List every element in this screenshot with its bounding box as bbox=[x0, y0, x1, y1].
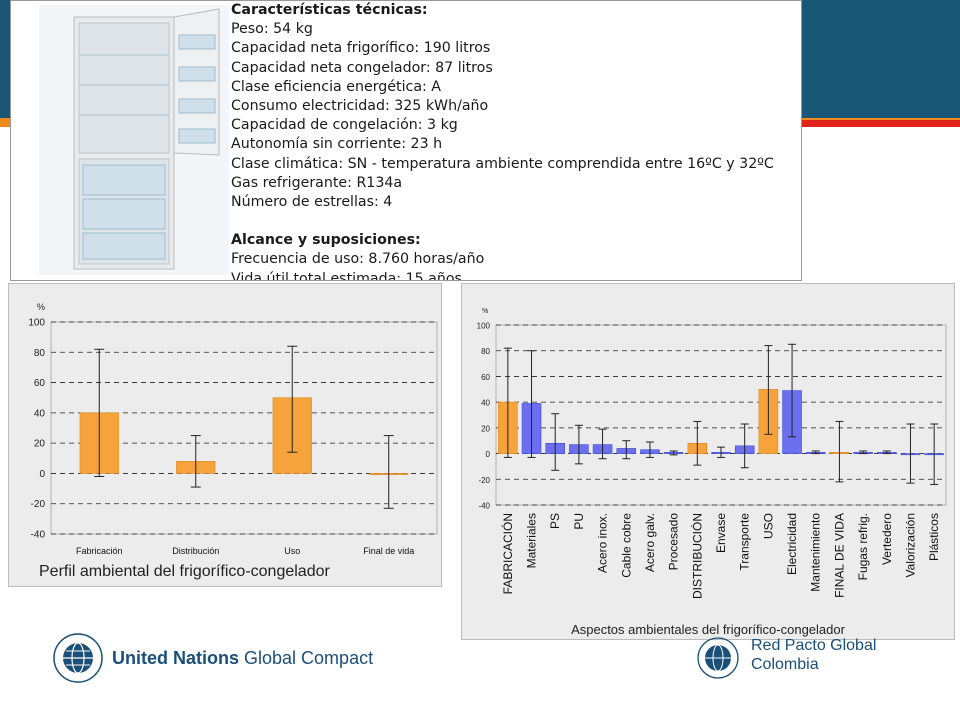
x-tick-label: Plásticos bbox=[927, 513, 941, 561]
spec-line: Capacidad neta congelador: 87 litros bbox=[231, 59, 493, 76]
y-axis-label: % bbox=[482, 308, 488, 315]
x-tick-label: FINAL DE VIDA bbox=[832, 513, 846, 598]
y-tick-label: 60 bbox=[481, 373, 490, 382]
x-tick-label: PU bbox=[572, 513, 586, 530]
x-tick-label: USO bbox=[761, 513, 775, 539]
x-tick-label: DISTRIBUCIÓN bbox=[689, 513, 704, 599]
x-tick-label: Fabricación bbox=[76, 546, 123, 556]
spec-line: Frecuencia de uso: 8.760 horas/año bbox=[231, 251, 485, 268]
specs-heading-technical: Características técnicas: bbox=[231, 2, 428, 18]
x-tick-label: Cable cobre bbox=[619, 513, 633, 578]
chart1-caption: Perfil ambiental del frigorífico-congela… bbox=[39, 563, 330, 580]
x-tick-label: Mantenimiento bbox=[809, 513, 823, 592]
x-tick-label: Final de vida bbox=[363, 546, 414, 556]
header-stripe-red bbox=[800, 120, 960, 127]
x-tick-label: Valorización bbox=[903, 513, 917, 577]
y-tick-label: 80 bbox=[34, 348, 46, 359]
x-tick-label: Electricidad bbox=[785, 513, 799, 575]
un-global-compact-logo: United Nations Global Compact bbox=[52, 632, 373, 686]
fridge-image bbox=[39, 5, 229, 275]
plot-area bbox=[495, 324, 947, 506]
x-tick-label: Uso bbox=[284, 546, 300, 556]
chart2-svg: -40 -20 0 20 40 60 80 100% FABRICACIÓN Materiales… bbox=[477, 308, 947, 599]
y-tick-label: -20 bbox=[31, 499, 46, 510]
environmental-profile-chart: -40 -20 0 20 40 60 80 100% Fabricación Distribuci… bbox=[8, 283, 442, 587]
globe-icon bbox=[697, 637, 739, 679]
y-tick-label: 80 bbox=[481, 347, 490, 356]
y-tick-label: 40 bbox=[34, 408, 46, 419]
x-tick-label: Vertedero bbox=[880, 513, 894, 565]
x-tick-label: Procesado bbox=[667, 513, 681, 571]
spec-line: Número de estrellas: 4 bbox=[231, 194, 393, 211]
specs-panel: Características técnicas: Peso: 54 kg Ca… bbox=[10, 0, 802, 281]
y-tick-label: -40 bbox=[31, 530, 46, 541]
y-axis-label: % bbox=[37, 302, 45, 312]
spec-line: Capacidad de congelación: 3 kg bbox=[231, 117, 458, 134]
y-tick-label: 20 bbox=[34, 439, 46, 450]
x-tick-label: Acero galv. bbox=[643, 513, 657, 572]
y-tick-label: -40 bbox=[478, 502, 490, 511]
y-tick-label: 20 bbox=[481, 424, 490, 433]
y-tick-label: -20 bbox=[478, 476, 490, 485]
y-tick-label: 0 bbox=[39, 469, 45, 480]
spec-line: Autonomía sin corriente: 23 h bbox=[231, 136, 443, 153]
globe-icon bbox=[53, 633, 103, 683]
y-tick-label: 100 bbox=[28, 318, 45, 329]
y-tick-label: 60 bbox=[34, 378, 46, 389]
environmental-aspects-chart: -40 -20 0 20 40 60 80 100% FABRICACIÓN Materiales… bbox=[461, 283, 955, 640]
chart2-caption: Aspectos ambientales del frigorífico-con… bbox=[571, 622, 845, 637]
y-tick-label: 40 bbox=[481, 399, 490, 408]
x-tick-label: FABRICACIÓN bbox=[500, 513, 515, 594]
spec-line: Consumo electricidad: 325 kWh/año bbox=[231, 98, 489, 115]
y-tick-label: 0 bbox=[486, 450, 491, 459]
x-tick-label: Fugas refrig. bbox=[856, 513, 870, 580]
spec-line: Gas refrigerante: R134a bbox=[231, 174, 403, 191]
spec-line: Clase eficiencia energética: A bbox=[231, 78, 442, 95]
x-tick-label: PS bbox=[548, 513, 562, 529]
spec-line: Capacidad neta frigorífico: 190 litros bbox=[231, 40, 491, 57]
x-tick-label: Materiales bbox=[525, 513, 539, 568]
x-tick-label: Acero inox. bbox=[596, 513, 610, 573]
x-tick-label: Distribución bbox=[172, 546, 219, 556]
spec-line: Peso: 54 kg bbox=[231, 21, 313, 38]
red-pacto-global-colombia-logo: Red Pacto Global Colombia bbox=[696, 636, 916, 680]
x-tick-label: Transporte bbox=[738, 513, 752, 571]
x-tick-label: Envase bbox=[714, 513, 728, 553]
chart1-svg: -40 -20 0 20 40 60 80 100% Fabricación Distribuci… bbox=[28, 302, 438, 556]
specs-heading-scope: Alcance y suposiciones: bbox=[231, 232, 421, 249]
spec-line: Clase climática: SN - temperatura ambien… bbox=[231, 155, 774, 172]
spec-line: Vida útil total estimada: 15 años bbox=[231, 270, 462, 281]
y-tick-label: 100 bbox=[477, 322, 491, 331]
